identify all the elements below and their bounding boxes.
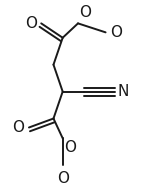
Text: O: O: [64, 140, 76, 155]
Text: O: O: [110, 25, 122, 40]
Text: O: O: [80, 5, 92, 20]
Text: O: O: [25, 16, 37, 31]
Text: O: O: [12, 120, 24, 135]
Text: O: O: [57, 170, 69, 186]
Text: N: N: [118, 84, 129, 99]
